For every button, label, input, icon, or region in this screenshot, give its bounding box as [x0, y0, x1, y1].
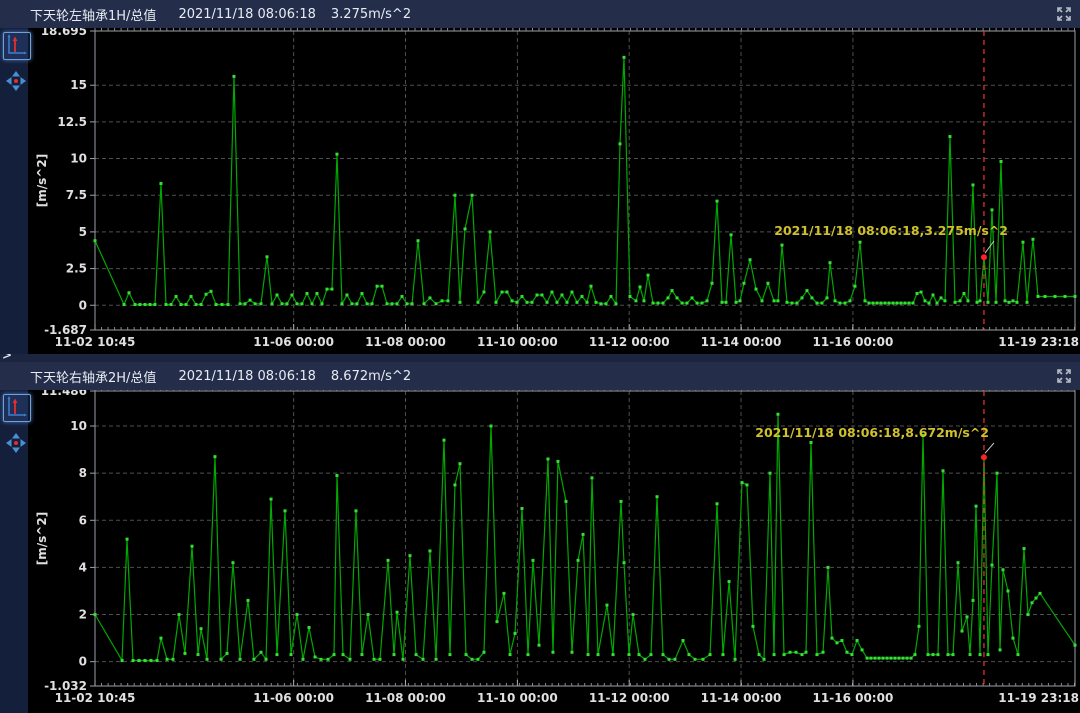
axis-frame: [90, 390, 1076, 687]
expand-icon[interactable]: [1055, 5, 1073, 23]
svg-text:11-12 00:00: 11-12 00:00: [589, 335, 670, 349]
cursor-annotation: 2021/11/18 08:06:18,3.275m/s^2: [774, 223, 1008, 238]
svg-text:11-06 00:00: 11-06 00:00: [253, 335, 334, 349]
svg-text:6: 6: [79, 513, 87, 527]
svg-text:[m/s^2]: [m/s^2]: [35, 154, 49, 207]
selected-point-marker[interactable]: [980, 254, 987, 261]
svg-text:2.5: 2.5: [66, 262, 87, 276]
annotation-leader-line: [984, 240, 995, 254]
cursor-timestamp: 2021/11/18 08:06:18: [178, 6, 316, 22]
gridlines: [95, 391, 1075, 686]
expand-icon[interactable]: [1055, 367, 1073, 385]
chart-area: 0 2.5 5 7.5 10 12.5 15 18.695 -1.687 11-02 10:45 1…: [0, 28, 1080, 354]
svg-text:11-02 10:45: 11-02 10:45: [55, 691, 136, 705]
svg-text:4: 4: [79, 560, 87, 574]
trend-series: [94, 413, 1076, 662]
trend-series: [94, 56, 1075, 306]
cursor-annotation: 2021/11/18 08:06:18,8.672m/s^2: [755, 425, 989, 440]
channel-title: 下天轮右轴承2H/总值: [30, 370, 157, 386]
annotation-leader-line: [984, 442, 995, 454]
selected-point-marker[interactable]: [980, 454, 987, 461]
svg-text:15: 15: [70, 78, 87, 92]
axis-frame: [90, 28, 1076, 331]
cursor-value: 3.275m/s^2: [330, 6, 412, 22]
svg-text:0: 0: [79, 655, 87, 669]
svg-text:11-12 00:00: 11-12 00:00: [589, 691, 670, 705]
svg-text:11.486: 11.486: [41, 390, 87, 398]
pan-tool-icon[interactable]: [5, 432, 27, 454]
svg-text:11-16 00:00: 11-16 00:00: [813, 691, 894, 705]
svg-text:7.5: 7.5: [66, 188, 87, 202]
chart-panel-top: 下天轮左轴承1H/总值 2021/11/18 08:06:18 3.275m/s…: [0, 0, 1080, 354]
toolbar-strip: [0, 28, 31, 354]
pan-tool-icon[interactable]: [5, 70, 27, 92]
svg-text:-1.687: -1.687: [44, 323, 87, 337]
svg-text:12.5: 12.5: [57, 115, 87, 129]
svg-text:10: 10: [70, 419, 87, 433]
chart-panel-bottom: 下天轮右轴承2H/总值 2021/11/18 08:06:18 8.672m/s…: [0, 362, 1080, 713]
svg-text:11-06 00:00: 11-06 00:00: [253, 691, 334, 705]
svg-text:-1.032: -1.032: [44, 679, 87, 693]
axis-scale-tool-icon[interactable]: [3, 32, 31, 60]
panel-divider: >: [0, 349, 1080, 362]
cursor-timestamp: 2021/11/18 08:06:18: [178, 368, 316, 384]
collapse-chevron-icon[interactable]: >: [2, 348, 13, 362]
svg-text:11-14 00:00: 11-14 00:00: [701, 691, 782, 705]
axis-scale-tool-icon[interactable]: [3, 394, 31, 422]
gridlines: [95, 31, 1075, 330]
svg-text:8: 8: [79, 466, 87, 480]
svg-text:11-19 23:18: 11-19 23:18: [998, 335, 1079, 349]
chart-area: 0 2 4 6 8 10 11.486 -1.032 11-02 10:45 11-06 00:0…: [0, 390, 1080, 713]
svg-text:11-10 00:00: 11-10 00:00: [477, 335, 558, 349]
svg-text:[m/s^2]: [m/s^2]: [35, 512, 49, 565]
cursor-value: 8.672m/s^2: [330, 368, 412, 384]
data-point-markers: [93, 412, 1077, 663]
svg-text:10: 10: [70, 152, 87, 166]
svg-text:11-08 00:00: 11-08 00:00: [365, 335, 446, 349]
svg-text:11-10 00:00: 11-10 00:00: [477, 691, 558, 705]
svg-text:18.695: 18.695: [41, 28, 87, 38]
panel-titlebar: 下天轮右轴承2H/总值 2021/11/18 08:06:18 8.672m/s…: [0, 362, 1080, 390]
svg-text:11-02 10:45: 11-02 10:45: [55, 335, 136, 349]
panel-titlebar: 下天轮左轴承1H/总值 2021/11/18 08:06:18 3.275m/s…: [0, 0, 1080, 28]
svg-text:0: 0: [79, 298, 87, 312]
data-point-markers: [93, 55, 1077, 307]
svg-text:2: 2: [79, 608, 87, 622]
channel-title: 下天轮左轴承1H/总值: [30, 8, 157, 24]
svg-text:11-08 00:00: 11-08 00:00: [365, 691, 446, 705]
svg-text:11-16 00:00: 11-16 00:00: [813, 335, 894, 349]
svg-text:11-14 00:00: 11-14 00:00: [701, 335, 782, 349]
svg-text:11-19 23:18: 11-19 23:18: [998, 691, 1079, 705]
svg-text:5: 5: [79, 225, 87, 239]
toolbar-strip: [0, 390, 31, 713]
